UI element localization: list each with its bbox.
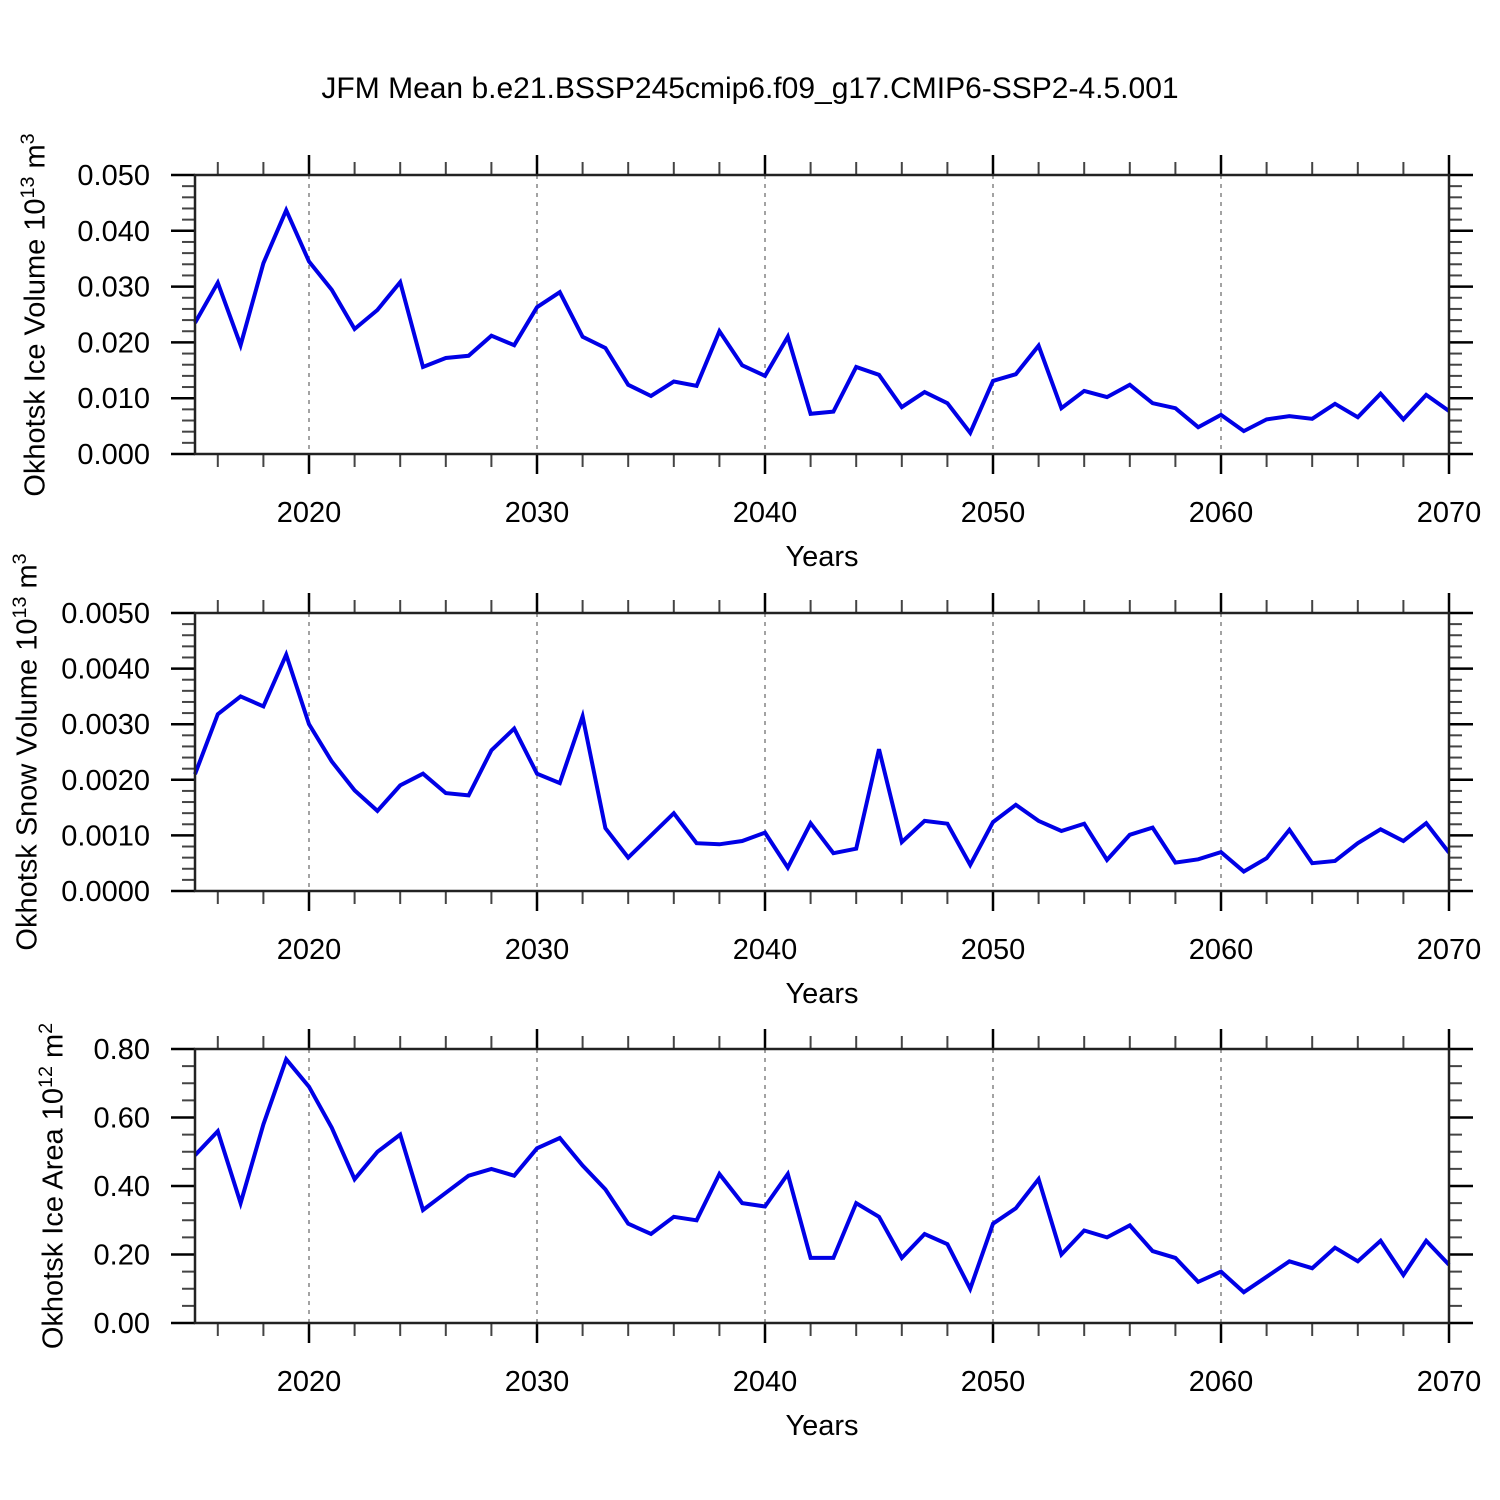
y-tick-label: 0.050 (77, 160, 150, 192)
x-tick-label: 2070 (1417, 1366, 1482, 1398)
x-tick-label: 2020 (277, 1366, 342, 1398)
x-tick-label: 2070 (1417, 934, 1482, 966)
y-tick-label: 0.60 (94, 1103, 150, 1135)
x-tick-label: 2020 (277, 497, 342, 529)
x-tick-label: 2050 (961, 1366, 1026, 1398)
x-tick-label: 2050 (961, 934, 1026, 966)
y-tick-label: 0.0010 (61, 820, 150, 852)
y-tick-label: 0.040 (77, 216, 150, 248)
plot-frame (193, 173, 1451, 456)
y-tick-label: 0.000 (77, 439, 150, 471)
x-tick-label: 2020 (277, 934, 342, 966)
y-tick-label: 0.00 (94, 1308, 150, 1340)
y-axis-label-ice-area: Okhotsk Ice Area 1012 m2 (35, 1022, 70, 1350)
x-axis-label: Years (785, 1410, 858, 1442)
y-tick-label: 0.030 (77, 272, 150, 304)
panel-1: 0.000 0.010 0.020 0.030 0.040 0.050 2020 2030 20… (77, 155, 1481, 573)
plot-frame (193, 611, 1451, 893)
y-tick-label: 0.0000 (61, 876, 150, 908)
y-tick-label: 0.010 (77, 383, 150, 415)
x-tick-label: 2030 (505, 497, 570, 529)
figure-title: JFM Mean b.e21.BSSP245cmip6.f09_g17.CMIP… (321, 72, 1179, 105)
panel-2: 0.0000 0.0010 0.0020 0.0030 0.0040 0.0050 2020… (61, 593, 1481, 1010)
series-line-2 (193, 649, 1451, 874)
x-axis-label: Years (785, 541, 858, 573)
y-tick-label: 0.0040 (61, 654, 150, 686)
y-tick-label: 0.80 (94, 1034, 150, 1066)
x-tick-label: 2040 (733, 934, 798, 966)
x-tick-label: 2060 (1189, 934, 1254, 966)
x-axis-label: Years (785, 978, 858, 1010)
y-tick-label: 0.0020 (61, 765, 150, 797)
panel-3: 0.00 0.20 0.40 0.60 0.80 2020 2030 2040 2050 2060… (94, 1029, 1482, 1442)
y-tick-label: 0.020 (77, 327, 150, 359)
y-tick-label: 0.20 (94, 1240, 150, 1272)
x-tick-label: 2040 (733, 1366, 798, 1398)
y-tick-label: 0.0030 (61, 709, 150, 741)
series-line-1 (193, 205, 1451, 437)
x-tick-label: 2060 (1189, 1366, 1254, 1398)
x-tick-label: 2040 (733, 497, 798, 529)
x-tick-label: 2070 (1417, 497, 1482, 529)
x-tick-label: 2030 (505, 1366, 570, 1398)
x-tick-label: 2060 (1189, 497, 1254, 529)
x-tick-label: 2050 (961, 497, 1026, 529)
y-tick-label: 0.0050 (61, 598, 150, 630)
y-tick-label: 0.40 (94, 1171, 150, 1203)
plot-frame (193, 1047, 1451, 1325)
series-line-3 (193, 1055, 1451, 1295)
x-tick-label: 2030 (505, 934, 570, 966)
